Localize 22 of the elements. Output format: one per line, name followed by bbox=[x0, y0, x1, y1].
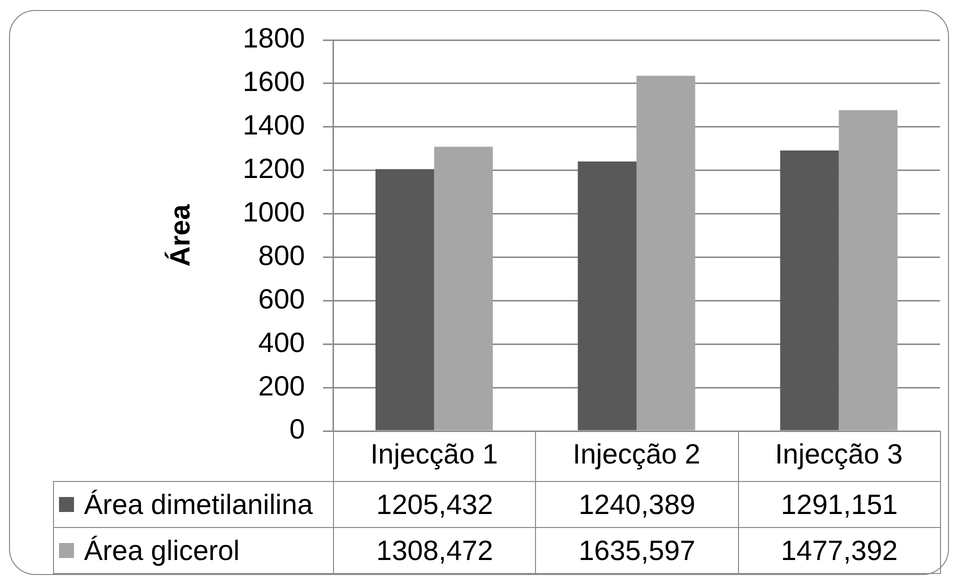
y-tick-label: 800 bbox=[258, 240, 305, 271]
data-label: 1308,472 bbox=[334, 528, 536, 574]
legend-label: Área dimetilanilina bbox=[84, 488, 313, 520]
x-tick-label: Injecção 2 bbox=[572, 438, 700, 470]
y-tick-label: 400 bbox=[258, 326, 305, 358]
y-tick-label: 1600 bbox=[242, 66, 305, 98]
y-tick-label: 200 bbox=[258, 370, 305, 402]
y-tick-label: 0 bbox=[289, 414, 305, 445]
x-tick-label: Injecção 1 bbox=[370, 438, 498, 470]
y-axis-title: Área bbox=[164, 204, 196, 267]
data-label: 1635,597 bbox=[536, 528, 738, 574]
y-tick-label: 1000 bbox=[242, 196, 305, 228]
x-tick-label: Injecção 3 bbox=[775, 438, 903, 470]
y-tick-label: 600 bbox=[258, 283, 305, 314]
data-label: 1477,392 bbox=[738, 528, 940, 574]
data-label: 1205,432 bbox=[334, 482, 536, 528]
y-tick-label: 1800 bbox=[242, 22, 305, 54]
y-tick-label: 1200 bbox=[242, 153, 305, 184]
y-tick-label: 1400 bbox=[242, 110, 305, 141]
data-label: 1240,389 bbox=[536, 482, 738, 528]
data-label: 1291,151 bbox=[738, 482, 940, 528]
legend-label: Área glicerol bbox=[84, 534, 240, 566]
